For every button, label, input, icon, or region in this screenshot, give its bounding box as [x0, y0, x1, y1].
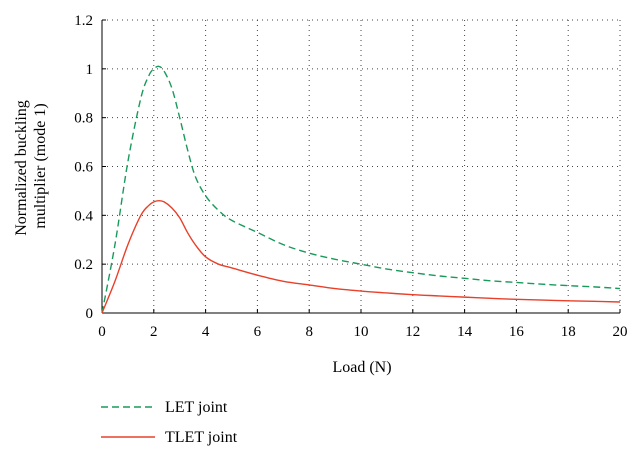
x-tick-label: 4	[202, 324, 210, 340]
tick-labels: 0 2 4 6 8 10 12 14 16 18 20 0 0.2 0.4 0.6 0.8 1 1.2	[74, 13, 627, 340]
y-tick-label: 0	[86, 306, 94, 322]
x-tick-label: 8	[305, 324, 313, 340]
y-axis-title-line-1: Normalized buckling	[13, 100, 30, 236]
axes	[101, 19, 621, 314]
x-tick-label: 2	[150, 324, 158, 340]
x-tick-label: 12	[405, 324, 420, 340]
x-tick-label: 0	[98, 324, 106, 340]
legend: LET joint TLET joint	[101, 399, 238, 446]
x-tick-label: 14	[457, 324, 473, 340]
x-tick-label: 18	[561, 324, 576, 340]
y-axis-title: Normalized buckling multiplier (mode 1)	[13, 96, 49, 236]
legend-label-let: LET joint	[165, 399, 228, 416]
x-tick-label: 16	[509, 324, 525, 340]
y-tick-label: 1.2	[74, 13, 93, 29]
y-tick-label: 0.6	[74, 160, 93, 176]
series-line-let	[101, 65, 621, 314]
grid	[102, 19, 621, 313]
x-tick-label: 10	[354, 324, 369, 340]
x-tick-label: 6	[254, 324, 262, 340]
x-tick-label: 20	[613, 324, 628, 340]
series-line-tlet	[101, 199, 621, 314]
y-tick-label: 0.8	[74, 111, 93, 127]
y-tick-label: 1	[86, 62, 94, 78]
legend-label-tlet: TLET joint	[165, 429, 238, 446]
y-tick-label: 0.2	[74, 257, 93, 273]
x-axis-title: Load (N)	[332, 359, 391, 376]
series-group	[101, 65, 621, 314]
y-axis-title-line-2: multiplier (mode 1)	[32, 103, 49, 228]
y-tick-label: 0.4	[74, 208, 93, 224]
